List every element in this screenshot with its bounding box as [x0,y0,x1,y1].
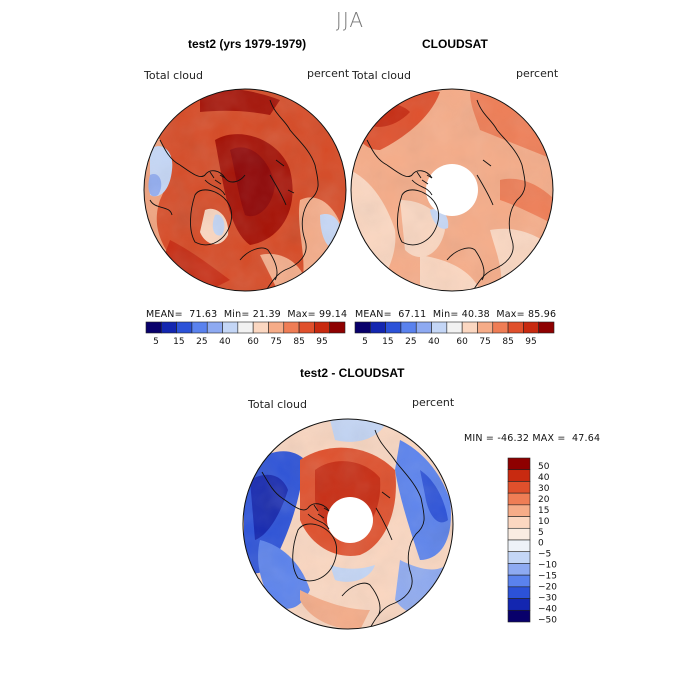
colorbar-tick-label: 25 [405,337,416,347]
panel-1-stats: MEAN= 71.63 Min= 21.39 Max= 99.14 [146,309,348,320]
colorbar-1: 5 15 25 40 60 75 85 95 [145,321,346,347]
colorbar-swatch [461,321,478,334]
colorbar-swatch [507,504,531,517]
panel-3-variable: Total cloud [248,398,307,411]
map-2-coastlines [366,99,526,291]
colorbar-swatch [222,321,239,334]
colorbar-swatch [507,457,531,471]
colorbar-swatch [507,481,531,494]
colorbar-tick-label: −10 [538,561,557,571]
colorbar-tick-label: 40 [538,473,550,483]
colorbar-tick-label: 30 [538,484,550,494]
colorbar-tick-label: 75 [479,337,490,347]
colorbar-swatch [507,563,531,576]
colorbar-tick-label: 20 [538,495,550,505]
colorbar-swatch [523,321,539,334]
colorbar-swatch [507,586,531,599]
colorbar-swatch [298,321,315,334]
colorbar-swatch [191,321,208,334]
colorbar-swatch [370,321,386,334]
colorbar-swatch [145,321,162,334]
map-2-cloudsat [351,89,553,291]
colorbar-tick-label: 5 [153,337,159,347]
colorbar-swatch [176,321,193,334]
panel-1-title: test2 (yrs 1979-1979) [188,37,307,51]
colorbar-tick-label: 5 [362,337,368,347]
colorbar-swatch [492,321,509,334]
colorbar-tick-label: −40 [538,604,557,614]
colorbar-tick-label: 95 [316,337,327,347]
panel-2-title: CLOUDSAT [422,37,488,51]
colorbar-2: 5 15 25 40 60 75 85 95 [354,321,555,347]
colorbar-swatch [446,321,463,334]
colorbar-tick-label: 75 [270,337,281,347]
panel-1-units: percent [307,67,350,80]
colorbar-swatch [507,527,531,541]
colorbar-tick-label: −50 [538,615,557,625]
colorbar-swatch [507,516,531,529]
colorbar-swatch [507,574,531,588]
panel-3-title: test2 - CLOUDSAT [300,366,405,380]
colorbar-swatch [161,321,177,334]
colorbar-tick-label: 60 [456,337,468,347]
panel-3-stats: MIN = -46.32 MAX = 47.64 [464,433,601,444]
colorbar-swatch [477,321,494,334]
colorbar-swatch [507,551,531,564]
panel-3-units: percent [412,396,455,409]
map-1-coastlines [149,99,319,291]
colorbar-tick-label: 40 [428,337,440,347]
colorbar-tick-label: 25 [196,337,207,347]
map-1-border [143,88,347,292]
colorbar-swatch [415,321,432,334]
map-2-border [350,88,554,292]
colorbar-swatch [507,321,524,334]
colorbar-swatch [507,598,531,611]
panel-2-stats: MEAN= 67.11 Min= 40.38 Max= 85.96 [355,309,557,320]
colorbar-tick-label: −5 [538,550,551,560]
map-3-border [242,418,454,630]
colorbar-tick-label: 0 [538,539,544,549]
colorbar-swatch [237,321,254,334]
colorbar-tick-label: 10 [538,517,550,527]
panel-2-units: percent [516,67,559,80]
colorbar-swatch [268,321,285,334]
colorbar-swatch [507,492,531,506]
colorbar-tick-label: 15 [173,337,184,347]
colorbar-tick-label: 40 [219,337,231,347]
colorbar-tick-label: 5 [538,528,544,538]
colorbar-swatch [538,321,555,334]
colorbar-swatch [206,321,223,334]
colorbar-swatch [283,321,300,334]
colorbar-tick-label: −15 [538,572,557,582]
colorbar-swatch [507,469,531,482]
season-title: JJA [335,8,365,32]
map-1-test2 [144,89,346,291]
colorbar-tick-label: 95 [525,337,536,347]
colorbar-tick-label: 60 [247,337,259,347]
colorbar-tick-label: 85 [293,337,304,347]
colorbar-swatch [385,321,402,334]
colorbar-tick-label: −20 [538,582,557,592]
colorbar-tick-label: 15 [538,506,549,516]
colorbar-tick-label: 85 [502,337,513,347]
map-3-coastlines [261,429,425,629]
colorbar-swatch [314,321,330,334]
colorbar-swatch [507,609,531,623]
colorbar-tick-label: −30 [538,593,557,603]
colorbar-tick-label: 15 [382,337,393,347]
map-3-difference [243,419,453,629]
panel-1-variable: Total cloud [144,69,203,82]
colorbar-swatch [507,539,531,553]
panel-2-variable: Total cloud [352,69,411,82]
colorbar-swatch [329,321,346,334]
colorbar-swatch [252,321,269,334]
colorbar-swatch [400,321,417,334]
colorbar-tick-label: 50 [538,462,550,472]
colorbar-swatch [354,321,371,334]
colorbar-swatch [431,321,448,334]
